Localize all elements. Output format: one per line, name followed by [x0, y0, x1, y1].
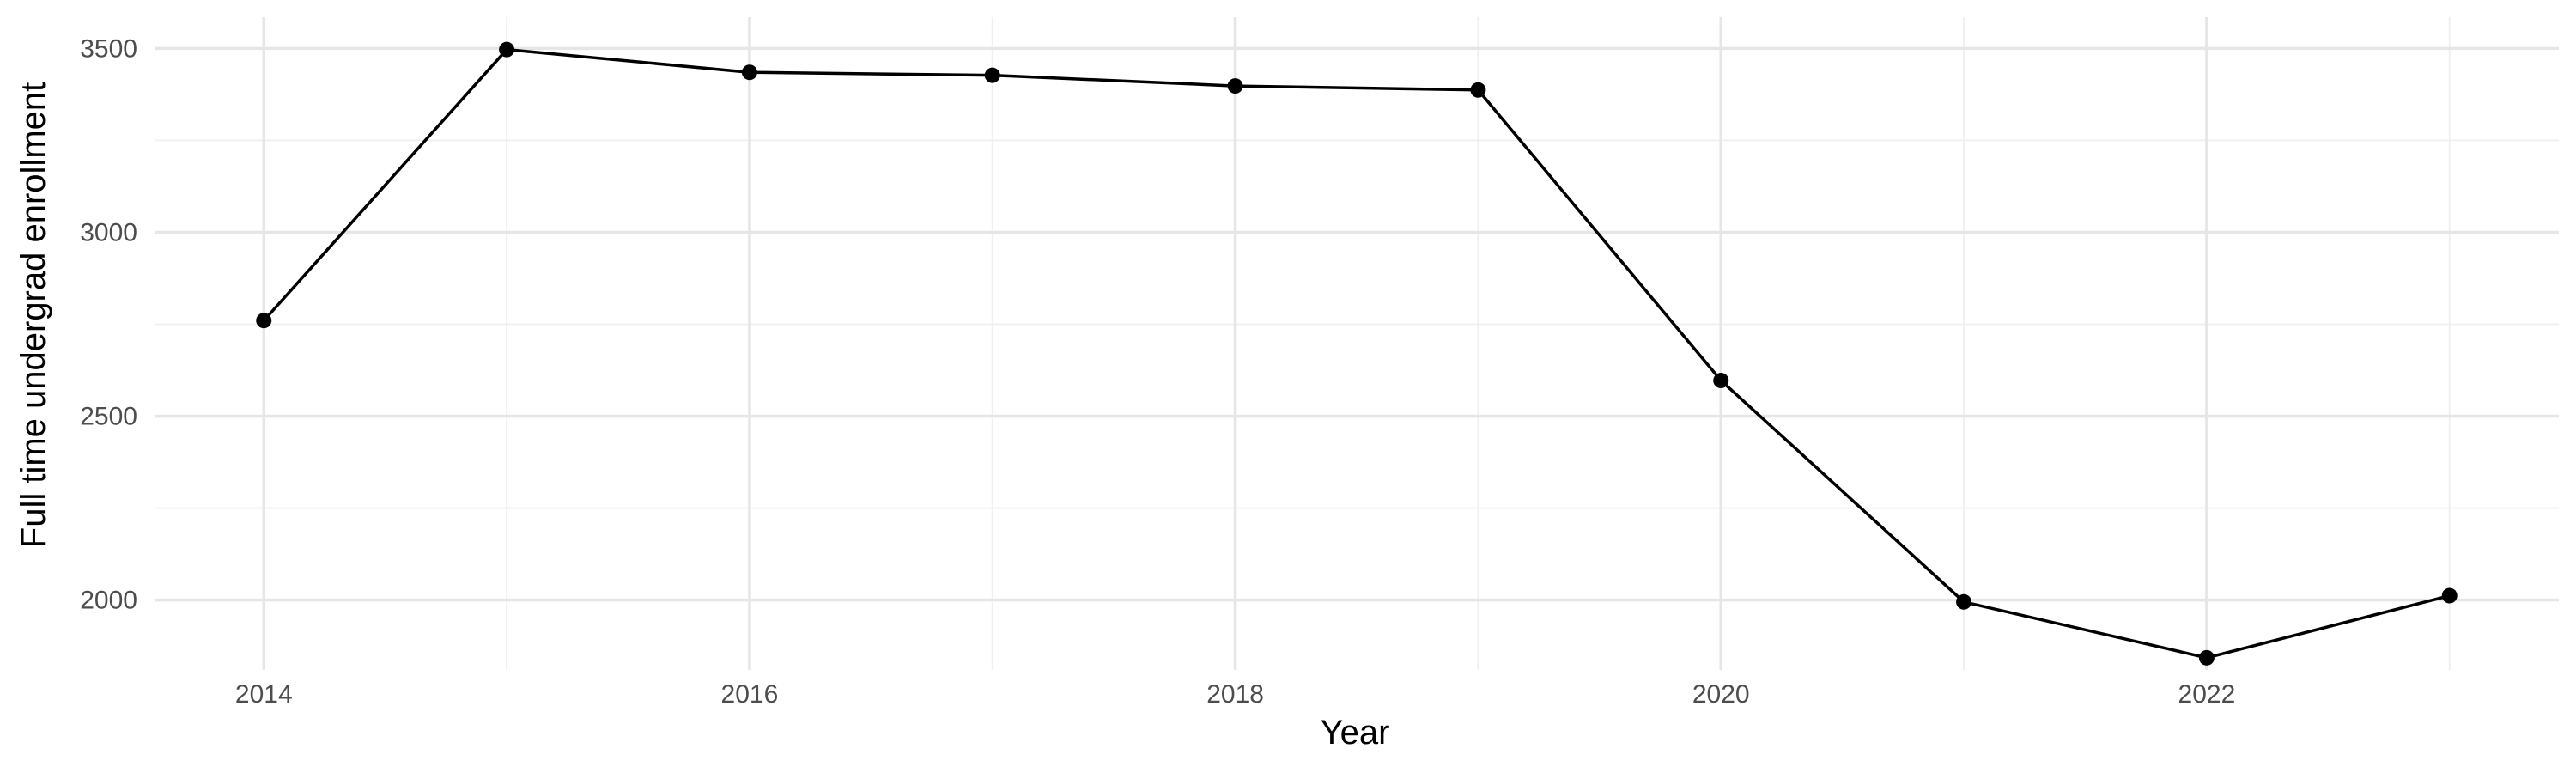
x-tick-label: 2014: [235, 680, 293, 709]
y-tick-label: 2500: [80, 403, 137, 431]
data-point: [2198, 649, 2215, 666]
data-point: [499, 41, 515, 58]
y-axis-tick-labels: 2000 2500 3000 3500: [80, 34, 137, 614]
x-tick-label: 2022: [2178, 680, 2236, 709]
y-axis-title: Full time undergrad enrollment: [15, 82, 52, 548]
y-tick-label: 2000: [80, 587, 137, 615]
x-tick-label: 2016: [721, 680, 779, 709]
data-point: [741, 64, 757, 81]
y-tick-label: 3000: [80, 218, 137, 247]
y-tick-label: 3500: [80, 34, 137, 63]
x-axis-title: Year: [1321, 714, 1390, 752]
data-point: [1227, 78, 1243, 94]
data-point: [2441, 587, 2458, 604]
data-point: [1956, 593, 1972, 610]
x-tick-label: 2018: [1206, 680, 1264, 709]
x-tick-label: 2020: [1692, 680, 1750, 709]
series-group: [256, 41, 2458, 666]
major-gridlines: [155, 17, 2559, 670]
minor-gridlines: [155, 17, 2559, 670]
data-point: [1470, 82, 1486, 98]
data-point: [256, 313, 272, 329]
data-point: [1713, 373, 1729, 389]
x-axis-tick-labels: 2014 2016 2018 2020 2022: [235, 680, 2235, 709]
series-line: [262, 47, 2451, 660]
data-point: [984, 67, 1000, 83]
